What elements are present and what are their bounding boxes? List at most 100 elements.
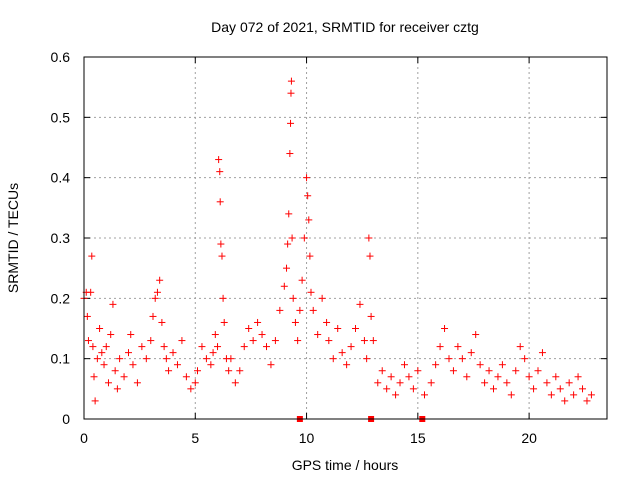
data-point <box>374 379 382 387</box>
data-point <box>90 373 98 381</box>
data-point <box>587 391 595 399</box>
data-point <box>530 385 538 393</box>
data-point <box>405 373 413 381</box>
data-point <box>366 252 374 260</box>
data-point <box>383 385 391 393</box>
x-tick-label: 0 <box>80 430 88 446</box>
data-point <box>538 349 546 357</box>
data-point <box>400 361 408 369</box>
data-point <box>305 216 313 224</box>
data-point <box>207 361 215 369</box>
data-point <box>507 391 515 399</box>
data-point <box>83 312 91 320</box>
data-point <box>198 343 206 351</box>
data-point <box>458 355 466 363</box>
data-point <box>387 373 395 381</box>
data-point <box>102 343 110 351</box>
data-point <box>343 361 351 369</box>
data-point <box>421 391 429 399</box>
data-point <box>84 337 92 345</box>
data-point <box>543 379 551 387</box>
data-point <box>284 240 292 248</box>
plot-frame <box>83 56 608 420</box>
data-point <box>309 306 317 314</box>
data-point <box>534 367 542 375</box>
data-point <box>113 385 121 393</box>
y-axis-label: SRMTID / TECUs <box>5 183 21 293</box>
data-point <box>334 325 342 332</box>
data-point <box>151 294 159 302</box>
data-point <box>454 343 462 351</box>
data-point <box>169 349 177 357</box>
data-point <box>338 349 346 357</box>
data-point <box>220 318 228 326</box>
data-point <box>392 391 400 399</box>
data-point <box>498 361 506 369</box>
data-point <box>111 367 119 375</box>
data-point <box>467 349 475 357</box>
data-point <box>516 343 524 351</box>
data-point <box>365 234 373 242</box>
data-point <box>449 367 457 375</box>
data-point <box>287 119 295 127</box>
data-point <box>583 397 591 405</box>
data-point <box>271 337 279 345</box>
data-point <box>323 318 331 326</box>
data-point <box>173 361 181 369</box>
data-point <box>414 367 422 375</box>
data-point <box>89 343 97 351</box>
data-point <box>285 210 293 218</box>
data-point <box>127 331 135 339</box>
data-point <box>378 367 386 375</box>
data-point <box>93 355 101 363</box>
data-point <box>570 391 578 399</box>
data-point <box>209 349 217 357</box>
data-point <box>236 367 244 375</box>
data-point <box>162 355 170 363</box>
data-point <box>347 343 355 351</box>
data-point <box>249 337 257 345</box>
data-point <box>552 373 560 381</box>
data-point <box>463 373 471 381</box>
data-point <box>231 379 239 387</box>
data-point <box>149 312 157 320</box>
y-tick-label: 0.6 <box>51 49 71 65</box>
data-point <box>396 379 404 387</box>
data-point <box>441 325 449 332</box>
data-point <box>304 192 312 200</box>
data-point <box>240 343 248 351</box>
data-point <box>178 337 186 345</box>
x-tick-label: 10 <box>299 430 315 446</box>
data-point <box>202 355 210 363</box>
data-point <box>153 288 161 296</box>
data-point <box>215 156 223 164</box>
data-point <box>276 306 284 314</box>
data-point <box>245 325 253 332</box>
data-point <box>258 331 266 339</box>
x-tick-label: 15 <box>410 430 426 446</box>
data-point <box>142 355 150 363</box>
data-point <box>574 373 582 381</box>
x-axis-label: GPS time / hours <box>292 457 399 473</box>
data-point <box>356 300 364 308</box>
data-point <box>314 331 322 339</box>
data-point <box>88 252 96 260</box>
data-point <box>512 367 520 375</box>
data-point <box>325 337 333 345</box>
data-point <box>217 240 225 248</box>
data-point <box>116 355 124 363</box>
data-point <box>556 385 564 393</box>
data-point <box>160 343 168 351</box>
data-point <box>489 385 497 393</box>
data-point <box>287 77 295 85</box>
data-point <box>494 373 502 381</box>
ticks: 0 0.1 0.2 0.3 0.4 0.5 0.6 0 5 10 15 20 <box>51 49 607 446</box>
x-tick-label: 20 <box>521 430 537 446</box>
data-point <box>409 385 417 393</box>
data-point <box>367 312 375 320</box>
x-tick-label: 5 <box>191 430 199 446</box>
data-point <box>100 361 108 369</box>
data-point <box>561 397 569 405</box>
data-point <box>254 318 262 326</box>
data-point <box>427 379 435 387</box>
